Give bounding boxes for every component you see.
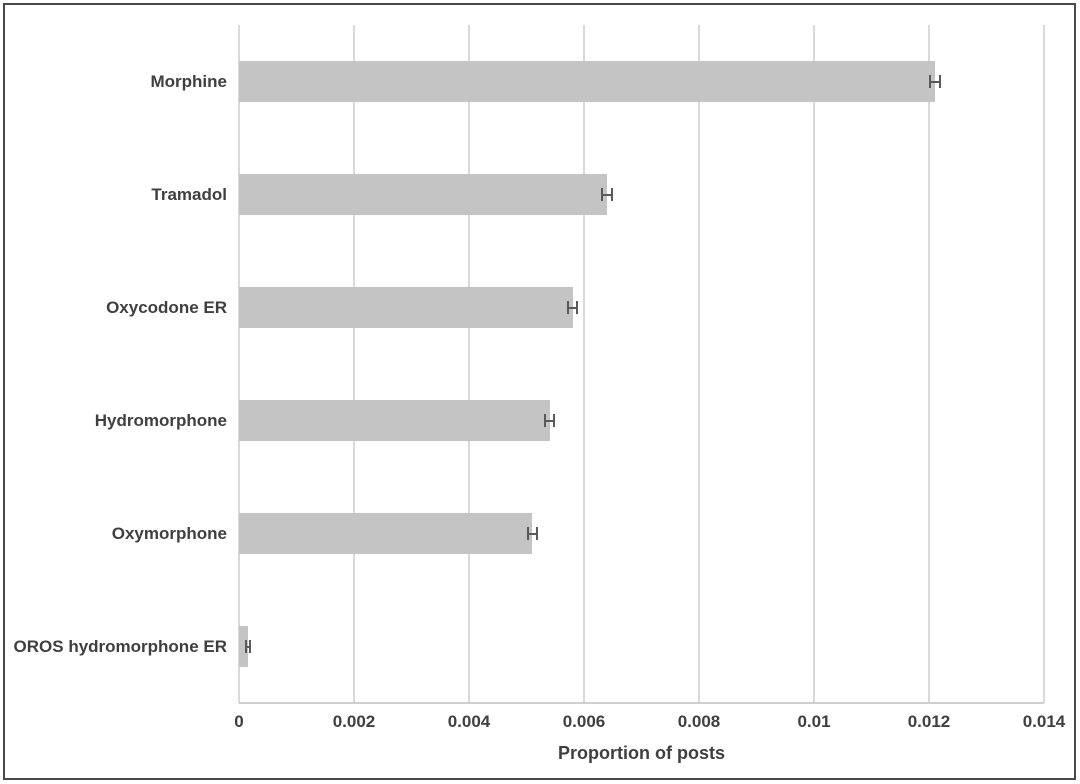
x-tick-label-0.014: 0.014: [1022, 712, 1066, 731]
category-label-morphine: Morphine: [150, 71, 228, 91]
plot-area: [238, 25, 1045, 704]
error-bar-oros-hydromorphone-er: [244, 640, 251, 653]
x-axis-line: [239, 702, 1044, 704]
gridline-x-0.012: [928, 25, 930, 703]
x-tick-label-0.002: 0.002: [332, 712, 376, 731]
category-label-oxycodone-er: Oxycodone ER: [106, 297, 227, 317]
category-label-tramadol: Tramadol: [151, 184, 227, 204]
gridline-x-0: [238, 25, 240, 703]
category-label-oros-hydromorphone-er: OROS hydromorphone ER: [13, 636, 227, 656]
x-axis-title: Proportion of posts: [558, 743, 725, 763]
gridline-x-0.008: [698, 25, 700, 703]
error-bar-morphine: [929, 75, 941, 88]
bar-tramadol: [239, 174, 607, 215]
error-bar-hydromorphone: [543, 414, 556, 427]
error-bar-oxymorphone: [526, 527, 538, 540]
gridline-x-0.006: [583, 25, 585, 703]
category-label-hydromorphone: Hydromorphone: [94, 410, 227, 430]
x-tick-label-0.006: 0.006: [562, 712, 606, 731]
error-bar-oxycodone-er: [566, 301, 579, 314]
category-label-oxymorphone: Oxymorphone: [111, 523, 227, 543]
x-tick-label-0.008: 0.008: [677, 712, 721, 731]
x-tick-label-0.004: 0.004: [447, 712, 491, 731]
gridline-x-0.01: [813, 25, 815, 703]
chart-frame: Morphine Tramadol Oxycodone ER Hydromorphon…: [3, 3, 1076, 780]
bar-oros-hydromorphone-er: [239, 626, 248, 667]
x-tick-label-0: 0: [234, 712, 244, 731]
x-tick-label-0.012: 0.012: [907, 712, 951, 731]
bar-oxymorphone: [239, 513, 533, 554]
gridline-x-0.002: [353, 25, 355, 703]
gridline-x-0.004: [468, 25, 470, 703]
bar-oxycodone-er: [239, 287, 573, 328]
bar-hydromorphone: [239, 400, 550, 441]
gridline-x-0.014: [1043, 25, 1045, 703]
bar-morphine: [239, 61, 935, 102]
x-tick-label-0.01: 0.01: [797, 712, 831, 731]
error-bar-tramadol: [601, 188, 613, 201]
